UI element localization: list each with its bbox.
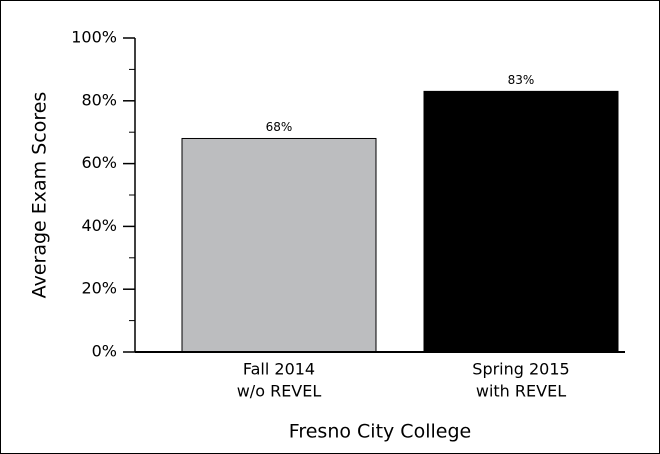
x-tick-label: with REVEL [476,382,566,401]
y-tick-label: 40% [81,216,117,235]
bar [181,137,377,353]
value-label: 83% [508,73,535,87]
y-axis-title: Average Exam Scores [29,92,51,299]
x-axis-title: Fresno City College [289,421,471,443]
y-tick-label: 20% [81,279,117,298]
x-tick-label: Spring 2015 [472,360,569,379]
y-tick-label: 80% [81,90,117,109]
y-tick-label: 100% [71,28,117,47]
y-tick-label: 0% [92,342,117,361]
x-tick-label: Fall 2014 [243,360,315,379]
y-tick-label: 60% [81,153,117,172]
value-label: 68% [266,120,293,134]
x-tick-label: w/o REVEL [237,382,322,401]
bar [423,90,619,353]
